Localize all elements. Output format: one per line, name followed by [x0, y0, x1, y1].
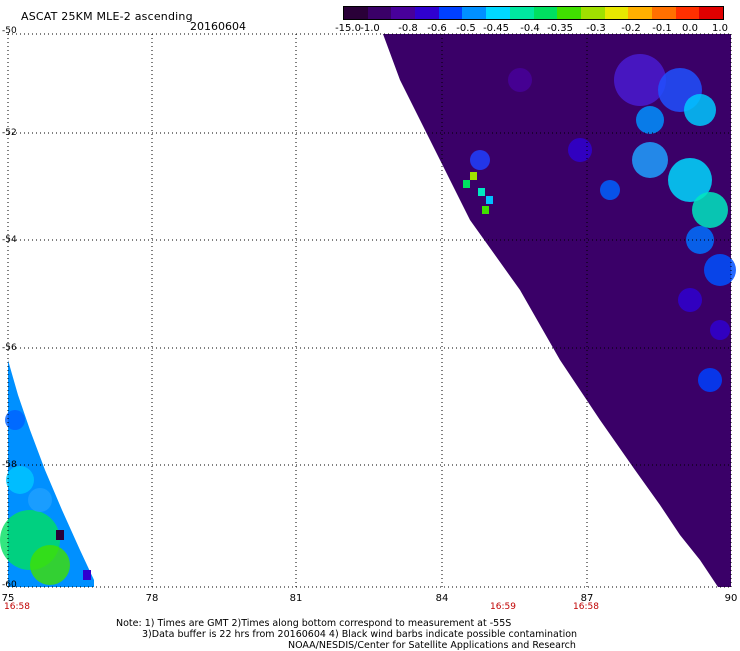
pass-time-right: 16:58 — [573, 602, 599, 612]
color-scale-tick-label: -0.8 — [398, 23, 418, 34]
swath-left-cell — [83, 570, 91, 580]
swath-patch — [470, 150, 490, 170]
swath-edge-cell — [482, 206, 489, 214]
swath-left-patch — [6, 466, 34, 494]
lon-label-84: 84 — [435, 593, 449, 604]
color-scale-swatch — [675, 7, 700, 19]
color-scale-swatch — [367, 7, 392, 19]
color-scale-swatch — [699, 7, 723, 19]
color-scale-swatch — [628, 7, 652, 19]
swath-patch — [678, 288, 702, 312]
note-line-2: 3)Data buffer is 22 hrs from 20160604 4)… — [142, 629, 578, 640]
lat-label-56: -56 — [2, 343, 17, 353]
swath-patch — [698, 368, 722, 392]
map-date: 20160604 — [190, 20, 246, 33]
pass-time-left: 16:58 — [4, 602, 30, 612]
lat-label-50: -50 — [2, 26, 17, 36]
color-scale-tick-label: -15.0 — [335, 23, 361, 34]
color-scale-swatch — [438, 7, 463, 19]
color-scale-swatch — [557, 7, 581, 19]
swath-left-patch — [28, 488, 52, 512]
lon-label-78: 78 — [145, 593, 159, 604]
color-scale-tick-label: -0.35 — [547, 23, 573, 34]
swath-left-patch — [30, 545, 70, 585]
swath-patch — [632, 142, 668, 178]
color-scale-swatch — [486, 7, 510, 19]
color-scale-bar — [343, 6, 724, 20]
color-scale-swatch — [462, 7, 487, 19]
color-scale-swatch — [604, 7, 629, 19]
swath-patch — [614, 54, 666, 106]
color-scale-tick-label: -0.3 — [586, 23, 606, 34]
note-line-3: NOAA/NESDIS/Center for Satellite Applica… — [288, 640, 576, 651]
swath-patch — [568, 138, 592, 162]
lon-label-90: 90 — [724, 593, 738, 604]
lon-label-87: 87 — [580, 593, 594, 604]
pass-time-middle: 16:59 — [490, 602, 516, 612]
lat-label-54: -54 — [2, 235, 17, 245]
color-scale-tick-label: 1.0 — [712, 23, 728, 34]
color-scale-swatch — [533, 7, 558, 19]
swath-patch — [636, 106, 664, 134]
swath-edge-cell — [463, 180, 470, 188]
swath-patch — [704, 254, 736, 286]
swath-patch — [508, 68, 532, 92]
note-line-1: Note: 1) Times are GMT 2)Times along bot… — [116, 618, 512, 629]
swath-edge-cell — [470, 172, 477, 180]
color-scale-swatch — [391, 7, 416, 19]
swath-left-patch — [5, 410, 25, 430]
swath-patch — [668, 158, 712, 202]
color-scale-tick-label: -0.1 — [652, 23, 672, 34]
color-scale-swatch — [415, 7, 439, 19]
swath-patch — [692, 192, 728, 228]
swath-right — [383, 34, 731, 587]
swath-left-cell — [56, 530, 64, 540]
map-title: ASCAT 25KM MLE-2 ascending — [21, 10, 193, 23]
swath-edge-cell — [478, 188, 485, 196]
color-scale-swatch — [509, 7, 534, 19]
color-scale-tick-label: -0.6 — [427, 23, 447, 34]
color-scale-tick-label: -1.0 — [360, 23, 380, 34]
color-scale-tick-label: -0.45 — [483, 23, 509, 34]
color-scale-tick-label: -0.2 — [621, 23, 641, 34]
swath-patch — [710, 320, 730, 340]
color-scale-tick-label: -0.4 — [520, 23, 540, 34]
lon-label-75: 75 — [1, 593, 15, 604]
color-scale-tick-label: -0.5 — [456, 23, 476, 34]
swath-patch — [600, 180, 620, 200]
lat-label-52: -52 — [2, 128, 17, 138]
lon-label-81: 81 — [289, 593, 303, 604]
color-scale-tick-label: 0.0 — [682, 23, 698, 34]
color-scale-swatch — [344, 7, 368, 19]
color-scale-swatch — [580, 7, 605, 19]
lat-label-60: -60 — [2, 580, 17, 590]
swath-edge-cell — [486, 196, 493, 204]
swath-patch — [684, 94, 716, 126]
lat-label-58: -58 — [2, 460, 17, 470]
color-scale-swatch — [651, 7, 676, 19]
